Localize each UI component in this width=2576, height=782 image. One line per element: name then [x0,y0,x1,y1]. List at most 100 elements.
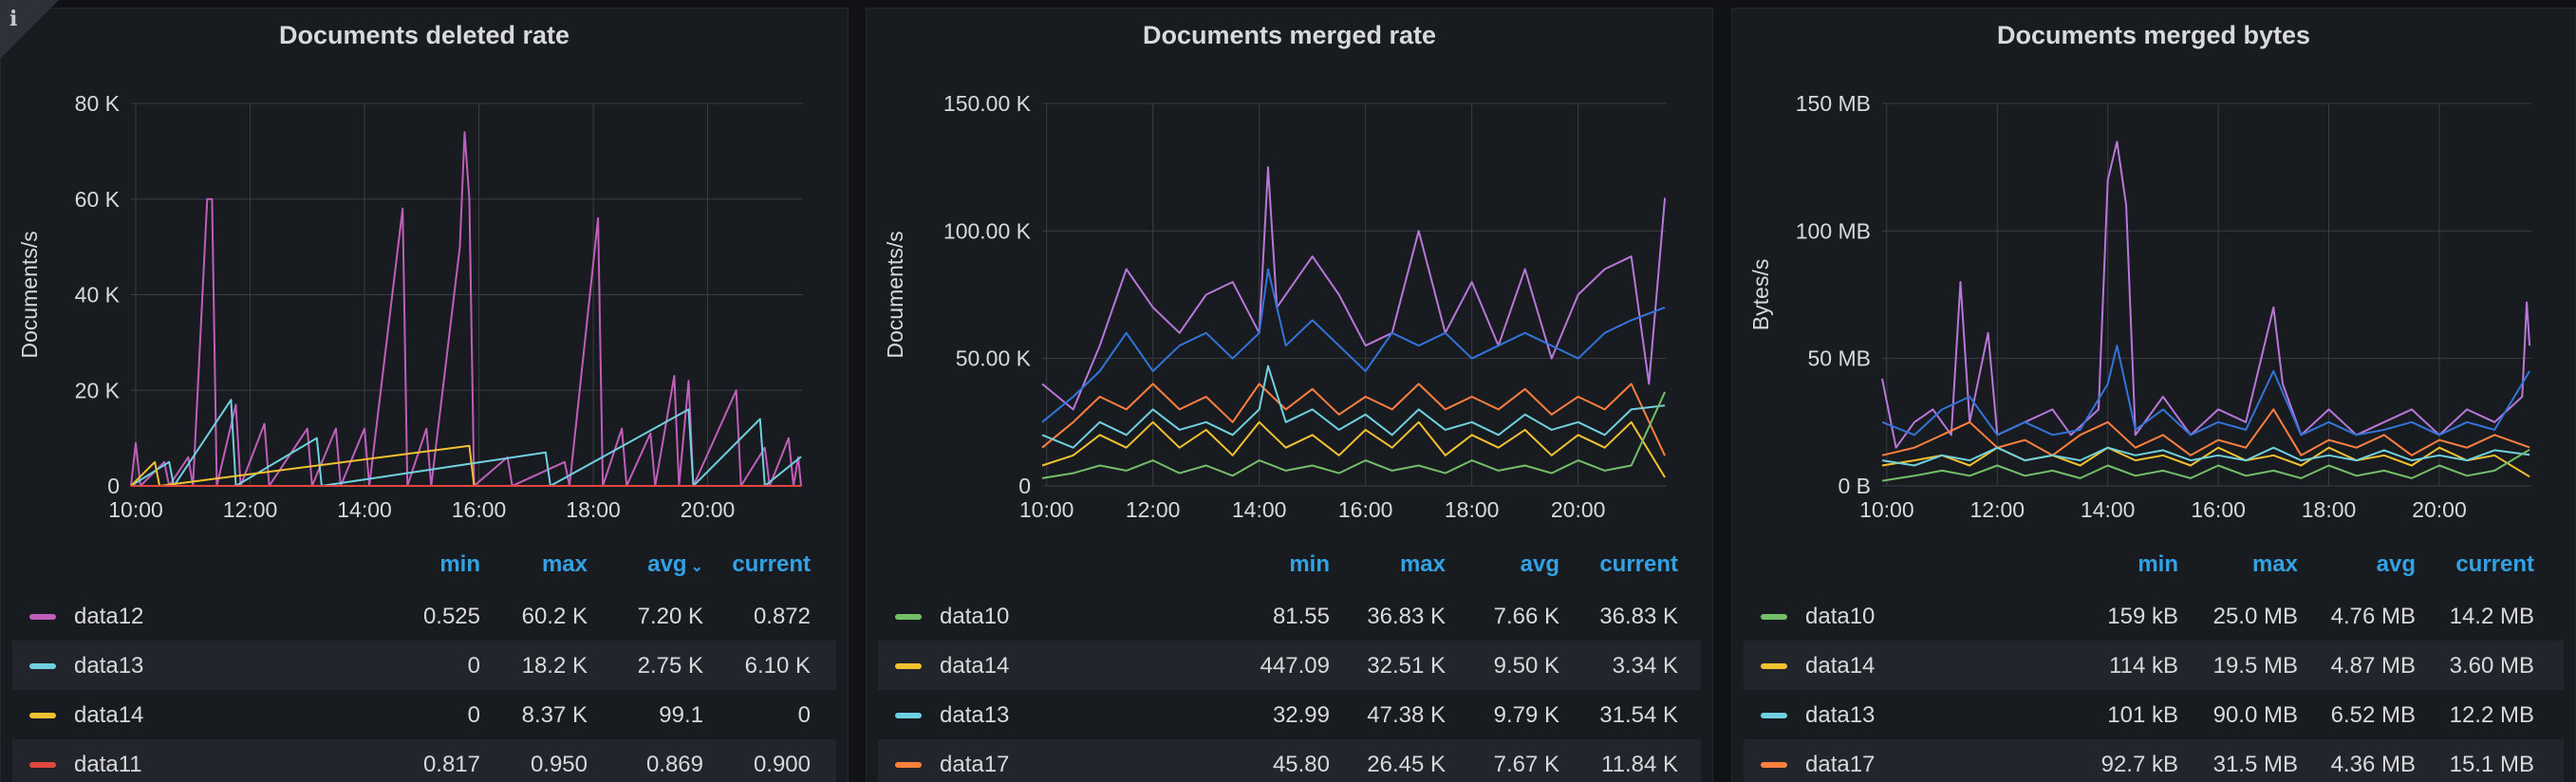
series-line-data11 [1041,268,1666,423]
legend-row-data17[interactable]: data17 45.80 26.45 K 7.67 K 11.84 K [878,739,1701,782]
series-name[interactable]: data14 [74,702,144,728]
legend-header-current[interactable]: current [732,551,811,577]
legend-row-data13[interactable]: data13 32.99 47.38 K 9.79 K 31.54 K [878,690,1701,739]
series-color-swatch[interactable] [1761,663,1787,669]
x-tick-label: 20:00 [1551,497,1606,522]
y-tick-label: 0 B [1838,474,1871,498]
legend-value-min: 32.99 [1272,702,1330,728]
panel-info-corner[interactable]: i [0,0,59,59]
series-line-data17 [1041,382,1667,456]
sort-chevron-down-icon: ⌄ [690,559,703,575]
series-name[interactable]: data14 [1805,653,1876,679]
legend-header-max[interactable]: max [2251,551,2298,577]
legend-value-current: 3.60 MB [2449,653,2534,679]
legend-header-min[interactable]: min [439,551,480,577]
legend-header-avg[interactable]: avg [2376,551,2416,577]
info-icon[interactable]: i [9,7,18,31]
legend-header-min[interactable]: min [1289,551,1330,577]
legend-header-min[interactable]: min [2137,551,2178,577]
series-name[interactable]: data14 [940,653,1010,679]
legend-value-current: 0.872 [753,604,811,629]
legend-row-data14[interactable]: data14 0 8.37 K 99.1 0 [12,690,836,739]
y-tick-label: 150.00 K [943,91,1032,116]
time-series-chart[interactable]: 150 MB 100 MB 50 MB 0 B10:00 12:00 14:00 16:00… [1732,9,2576,540]
series-color-swatch[interactable] [1761,762,1787,768]
series-color-swatch[interactable] [29,663,56,669]
series-line-data13 [1041,364,1666,449]
legend-value-current: 0.900 [753,752,811,777]
series-color-swatch[interactable] [895,713,922,718]
series-name[interactable]: data17 [940,752,1010,777]
time-series-chart[interactable]: 150.00 K 100.00 K 50.00 K 010:00 12:00 14:00 1… [867,9,1713,540]
x-tick-label: 18:00 [1445,497,1500,522]
y-tick-label: 0 [107,474,120,498]
legend-value-min: 159 kB [2107,604,2178,629]
series-color-swatch[interactable] [895,614,922,620]
series-color-swatch[interactable] [29,614,56,620]
series-color-swatch[interactable] [29,713,56,718]
series-color-swatch[interactable] [1761,614,1787,620]
legend-header: min max avg current [878,542,1701,591]
y-axis-label: Documents/s [17,231,42,358]
legend-value-avg: 0.869 [645,752,703,777]
legend-value-max: 90.0 MB [2212,702,2298,728]
series-line-data13 [130,399,802,487]
time-series-chart[interactable]: 80 K 60 K 40 K 20 K 010:00 12:00 14:00 16:00 18:… [1,9,849,540]
legend-value-min: 0 [467,702,480,728]
legend-value-avg: 9.79 K [1493,702,1559,728]
series-color-swatch[interactable] [895,762,922,768]
series-name[interactable]: data17 [1805,752,1876,777]
series-name[interactable]: data10 [1805,604,1876,629]
series-name[interactable]: data10 [940,604,1010,629]
legend-row-data14[interactable]: data14 114 kB 19.5 MB 4.87 MB 3.60 MB [1744,641,2564,690]
legend-header-current[interactable]: current [1599,551,1678,577]
legend-value-max: 47.38 K [1367,702,1446,728]
panel-documents-deleted-rate: Documents deleted rate 80 K 60 K 40 K 20 K 0… [0,8,849,782]
legend-value-max: 8.37 K [521,702,588,728]
legend-header-max[interactable]: max [541,551,588,577]
legend-table: min max avg current data10 81.55 36.83 K 7.66 K… [878,542,1701,782]
x-tick-label: 10:00 [1019,497,1074,522]
legend-header-current[interactable]: current [2455,551,2534,577]
legend-row-data17[interactable]: data17 92.7 kB 31.5 MB 4.36 MB 15.1 MB [1744,739,2564,782]
legend-row-data13[interactable]: data13 101 kB 90.0 MB 6.52 MB 12.2 MB [1744,690,2564,739]
legend-header-max[interactable]: max [1399,551,1446,577]
y-tick-label: 100 MB [1796,218,1871,243]
series-line-data13 [1881,446,2530,467]
legend-row-data11[interactable]: data11 0.817 0.950 0.869 0.900 [12,739,836,782]
legend-row-data10[interactable]: data10 81.55 36.83 K 7.66 K 36.83 K [878,591,1701,641]
legend-row-data14[interactable]: data14 447.09 32.51 K 9.50 K 3.34 K [878,641,1701,690]
legend-value-min: 92.7 kB [2100,752,2178,777]
legend-row-data12[interactable]: data12 0.525 60.2 K 7.20 K 0.872 [12,591,836,641]
legend-header-avg[interactable]: avg ⌄ [647,551,703,577]
series-name[interactable]: data13 [74,653,144,679]
legend-value-max: 60.2 K [521,604,588,629]
y-tick-label: 60 K [75,187,121,212]
x-tick-label: 14:00 [337,497,392,522]
legend-value-min: 0.817 [422,752,480,777]
legend-row-data10[interactable]: data10 159 kB 25.0 MB 4.76 MB 14.2 MB [1744,591,2564,641]
legend-value-avg: 7.20 K [637,604,703,629]
x-tick-label: 16:00 [1338,497,1393,522]
series-line-data12 [1041,166,1667,411]
series-line-data17 [1881,408,2530,456]
series-color-swatch[interactable] [895,663,922,669]
y-tick-label: 100.00 K [943,218,1032,243]
series-name[interactable]: data12 [74,604,144,629]
series-name[interactable]: data11 [74,752,142,777]
panel-title[interactable]: Documents deleted rate [278,21,570,49]
series-color-swatch[interactable] [1761,713,1787,718]
legend-header: min max avg current [1744,542,2564,591]
legend-value-min: 45.80 [1272,752,1330,777]
legend-table: min max avg current data10 159 kB 25.0 MB 4.76 … [1744,542,2564,782]
legend-value-avg: 4.87 MB [2330,653,2416,679]
series-color-swatch[interactable] [29,762,56,768]
series-name[interactable]: data13 [940,702,1010,728]
legend-row-data13[interactable]: data13 0 18.2 K 2.75 K 6.10 K [12,641,836,690]
panel-title[interactable]: Documents merged rate [1142,21,1437,49]
panel-title[interactable]: Documents merged bytes [1996,21,2311,49]
legend-header-avg[interactable]: avg [1520,551,1559,577]
series-line-data10 [1881,448,2530,482]
series-name[interactable]: data13 [1805,702,1876,728]
legend-value-current: 3.34 K [1612,653,1678,679]
